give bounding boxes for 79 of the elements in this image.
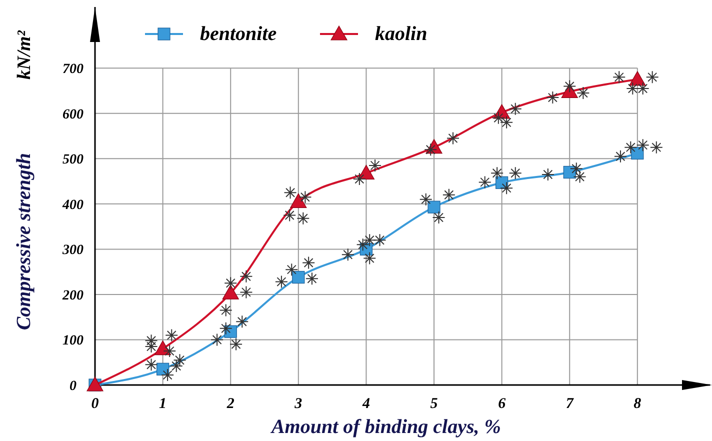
point	[500, 116, 514, 129]
point	[290, 193, 307, 208]
point	[546, 91, 560, 104]
text: kN/m²	[14, 29, 35, 80]
y-tick-label: 600	[62, 107, 84, 122]
point	[224, 276, 238, 290]
point	[373, 234, 386, 247]
point	[624, 140, 638, 154]
point	[284, 186, 297, 200]
y-tick-label: 200	[62, 288, 84, 304]
y-tick-label: 400	[62, 198, 84, 213]
point	[428, 200, 440, 214]
point	[170, 359, 183, 372]
point	[222, 284, 239, 300]
point	[442, 188, 456, 202]
point	[240, 270, 253, 283]
point	[296, 212, 310, 225]
point	[356, 238, 370, 252]
point	[612, 70, 626, 84]
point	[283, 208, 296, 222]
point	[626, 82, 640, 95]
x-axis-title: Amount of binding clays, %	[269, 416, 501, 438]
x-tick-label: 7	[566, 396, 574, 412]
point	[508, 166, 522, 180]
point	[636, 82, 650, 95]
point	[478, 176, 492, 189]
y-tick-label: 700	[62, 62, 84, 78]
y-tick-label: 100	[62, 334, 84, 349]
point	[363, 234, 376, 247]
point	[570, 162, 583, 176]
point	[573, 170, 586, 184]
point	[219, 322, 232, 335]
y-axis-title: Compressive strength	[13, 152, 35, 330]
x-tick-label: 6	[498, 396, 506, 412]
x-tick-label: 4	[361, 396, 370, 412]
point	[629, 71, 646, 86]
x-tick-label: 8	[634, 396, 642, 412]
point	[614, 150, 627, 163]
x-tick-label: 1	[159, 396, 167, 412]
x-tick-label: 3	[294, 396, 303, 412]
legend-label: bentonite	[200, 23, 277, 45]
point	[210, 333, 224, 346]
point	[490, 166, 504, 180]
y-tick-label: 500	[62, 152, 84, 168]
point	[165, 328, 178, 342]
point	[446, 132, 460, 145]
point	[305, 272, 318, 286]
point	[576, 86, 590, 100]
point	[173, 354, 186, 367]
point	[541, 168, 554, 181]
point	[144, 358, 158, 372]
point	[163, 344, 176, 358]
legend-label: kaolin	[375, 23, 428, 45]
x-tick-label: 5	[430, 396, 438, 412]
y-tick-label: 0	[70, 379, 76, 394]
point	[219, 304, 232, 317]
point	[368, 158, 382, 172]
point	[419, 192, 432, 206]
point	[636, 138, 650, 152]
point	[236, 315, 249, 328]
point	[432, 211, 446, 224]
point	[161, 368, 174, 382]
point	[646, 70, 659, 84]
point	[500, 182, 514, 195]
point	[298, 190, 312, 204]
point	[363, 252, 376, 265]
point	[292, 270, 305, 284]
point	[230, 338, 243, 351]
point	[508, 102, 522, 116]
point	[302, 256, 316, 270]
x-tick-label: 0	[91, 396, 100, 412]
point	[274, 275, 288, 288]
point	[285, 263, 298, 276]
point	[341, 248, 354, 262]
point	[352, 172, 366, 186]
point	[650, 140, 663, 154]
y-tick-label: 300	[62, 243, 84, 258]
point	[240, 286, 253, 299]
x-tick-label: 2	[226, 396, 235, 412]
